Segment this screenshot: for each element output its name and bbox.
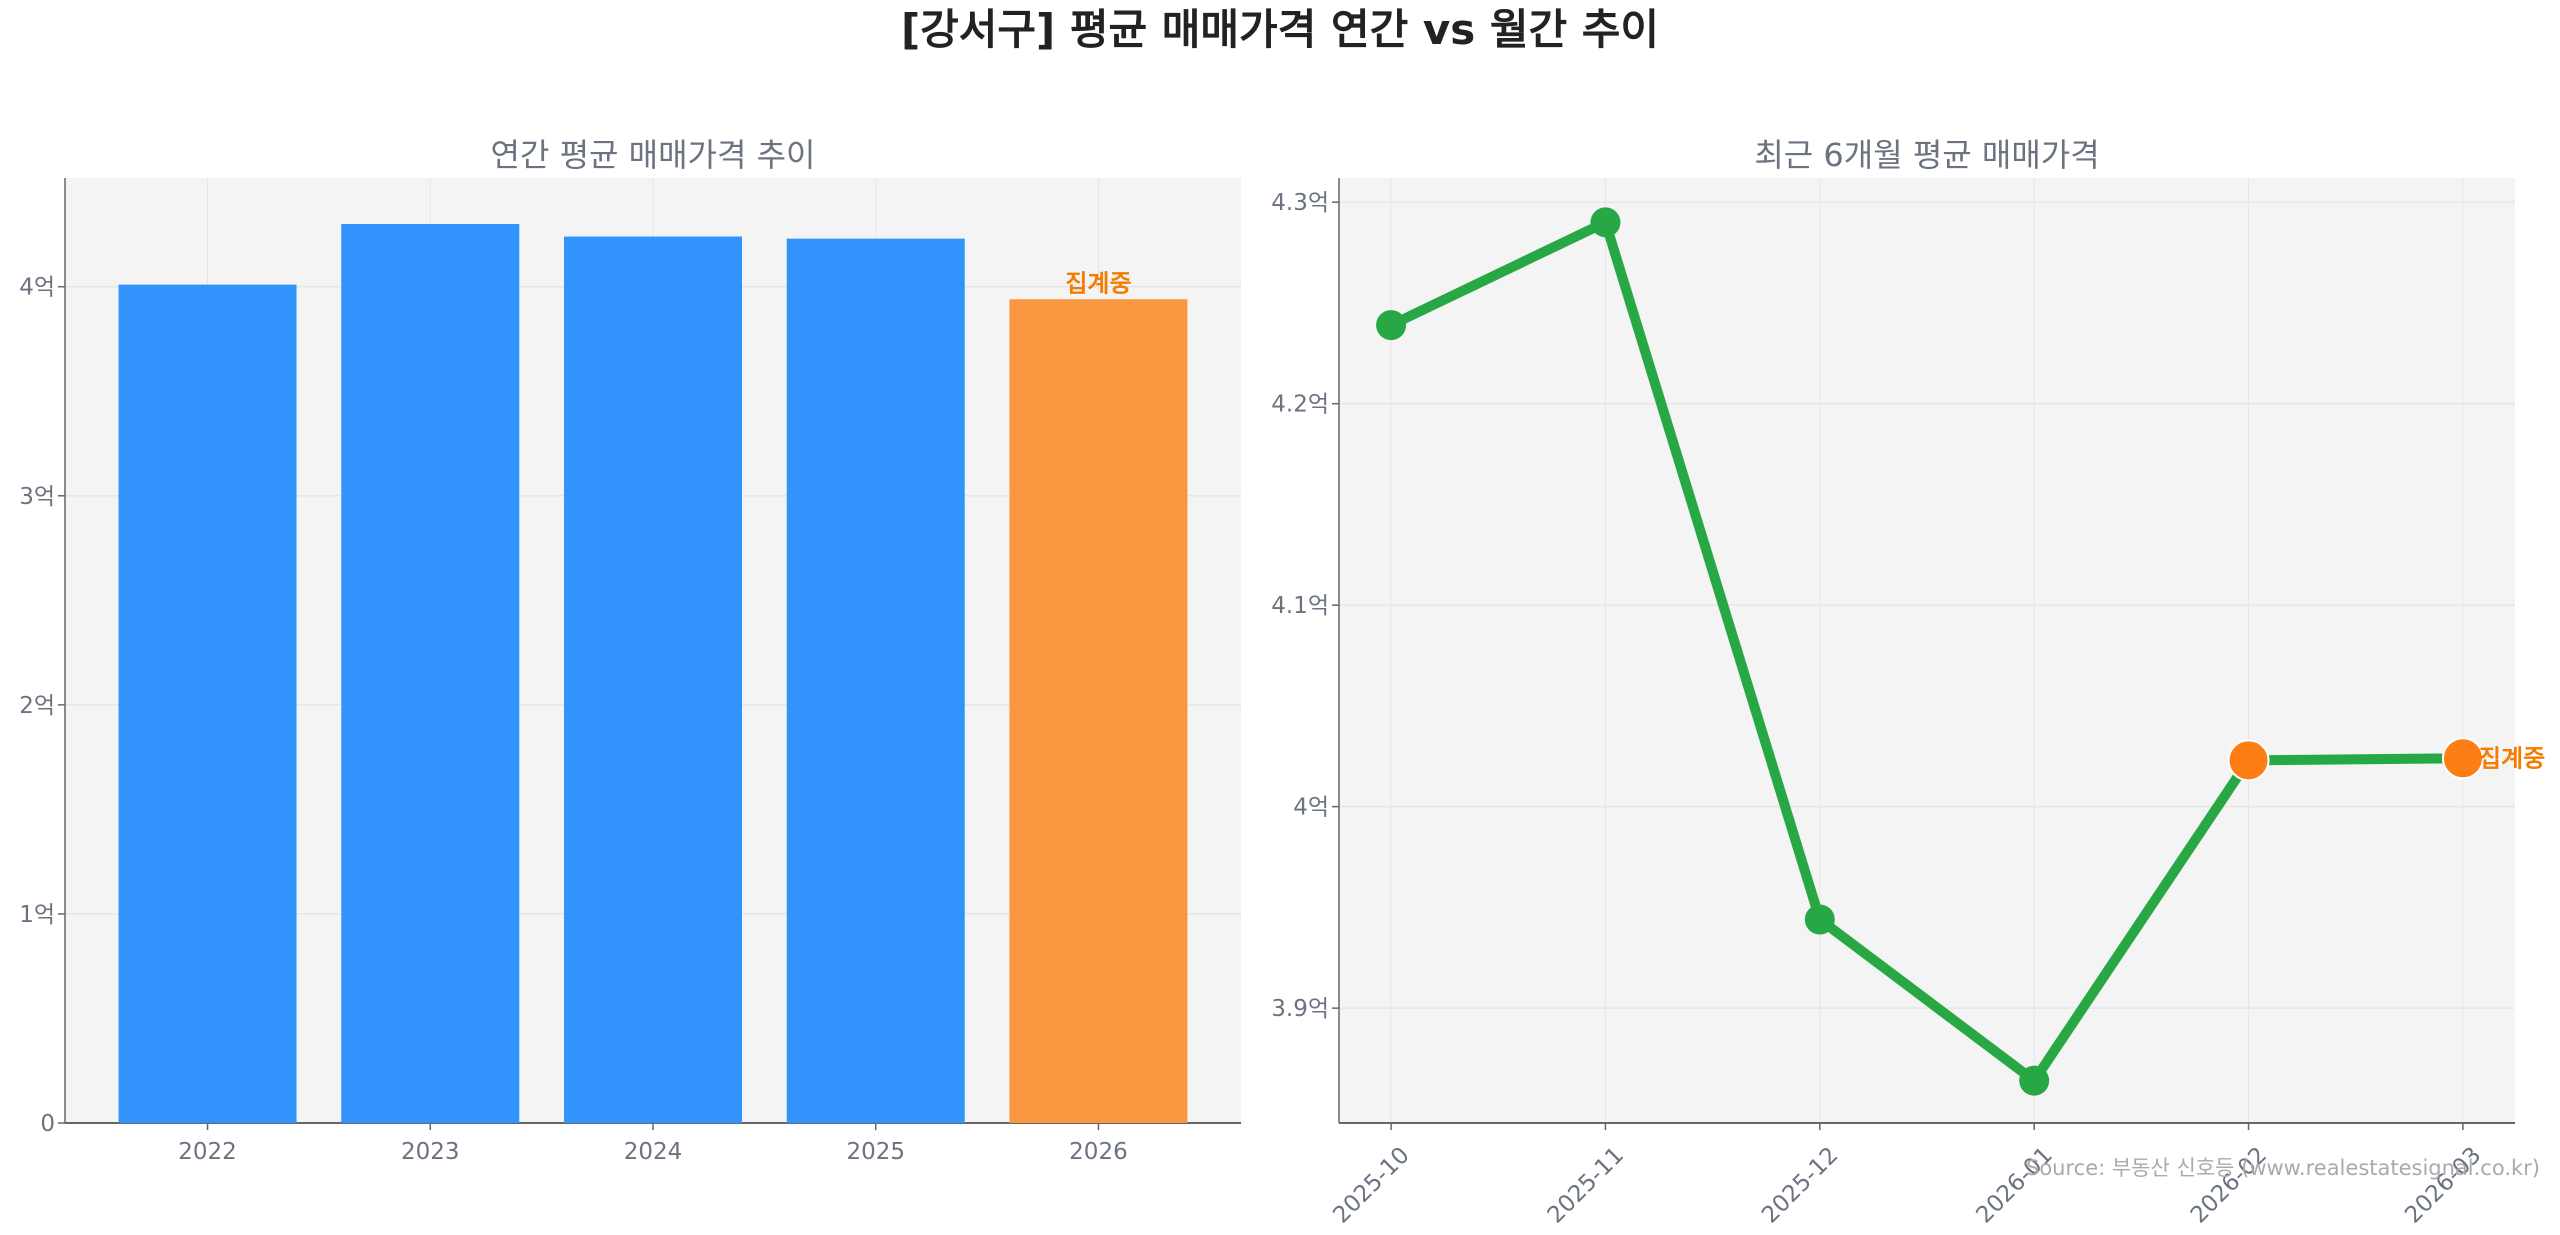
y-tick-label: 0 [40, 1111, 55, 1137]
point-2025-12 [1804, 904, 1835, 935]
y-tick-label: 2억 [19, 693, 55, 719]
bar-2026 [1009, 299, 1188, 1123]
line-chart-title: 최근 6개월 평균 매매가격 [1754, 136, 2099, 174]
y-tick-label: 4.3억 [1271, 190, 1329, 216]
bar-2022 [118, 284, 297, 1123]
x-tick-label: 2025 [846, 1139, 905, 1165]
y-tick-label: 4.2억 [1271, 392, 1329, 418]
point-2026-01 [2019, 1065, 2050, 1096]
annotation-label: 집계중 [2479, 744, 2545, 772]
bar-chart: 0 1억 2억 3억 4억 2022 2023 2024 2025 2026 집계중 [19, 178, 1241, 1165]
source-note: Source: 부동산 신호등 (www.realestatesignal.co… [2026, 1156, 2540, 1180]
y-tick-label: 1억 [19, 902, 55, 928]
series-line [1388, 217, 2463, 1086]
x-tick-label: 2025-12 [1757, 1142, 1843, 1228]
x-tick-label: 2025-10 [1328, 1142, 1414, 1228]
bar-2024 [564, 236, 742, 1124]
bar-2025 [786, 238, 965, 1124]
x-tick-label: 2024 [624, 1139, 683, 1165]
x-tick-label: 2022 [178, 1139, 237, 1165]
y-tick-label: 3.9억 [1271, 996, 1329, 1022]
point-2026-02 [2227, 739, 2270, 782]
point-2025-10 [1376, 310, 1407, 341]
bar-chart-title: 연간 평균 매매가격 추이 [491, 136, 816, 174]
x-tick-label: 2023 [401, 1139, 460, 1165]
annotation-label: 집계중 [1065, 269, 1131, 297]
figure-title: [강서구] 평균 매매가격 연간 vs 월간 추이 [901, 5, 1659, 54]
point-2025-11 [1590, 207, 1621, 238]
plot-area [1339, 178, 2515, 1123]
x-tick-label: 2026 [1069, 1139, 1128, 1165]
y-tick-label: 4억 [1293, 795, 1329, 821]
bar-2023 [341, 223, 520, 1123]
y-tick-label: 4억 [19, 275, 55, 301]
x-tick-label: 2025-11 [1543, 1142, 1629, 1228]
y-tick-label: 3억 [19, 484, 55, 510]
y-tick-label: 4.1억 [1271, 593, 1329, 619]
point-2026-03 [2441, 737, 2484, 780]
